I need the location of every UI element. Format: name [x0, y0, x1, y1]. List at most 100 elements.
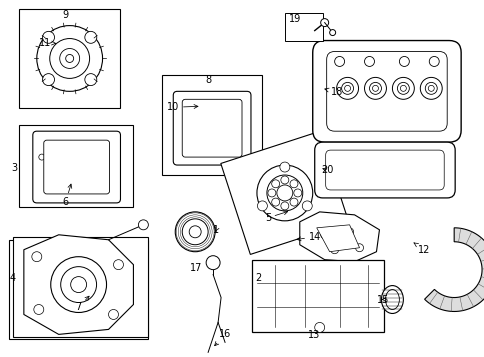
Circle shape — [271, 180, 279, 188]
Text: 3: 3 — [11, 163, 17, 173]
Circle shape — [345, 228, 353, 236]
Text: 7: 7 — [76, 296, 89, 312]
Circle shape — [257, 201, 267, 211]
Circle shape — [206, 256, 220, 270]
Text: 12: 12 — [413, 243, 430, 255]
Circle shape — [51, 257, 106, 312]
Circle shape — [320, 19, 328, 26]
Polygon shape — [424, 228, 484, 311]
Circle shape — [276, 185, 292, 201]
Circle shape — [60, 267, 96, 302]
Circle shape — [293, 189, 301, 197]
Text: 14: 14 — [296, 232, 320, 242]
Circle shape — [267, 189, 275, 197]
Bar — [19, 9, 120, 108]
Circle shape — [428, 56, 439, 66]
Bar — [19, 125, 133, 207]
Ellipse shape — [385, 290, 398, 310]
Circle shape — [175, 212, 215, 252]
Circle shape — [314, 322, 324, 332]
FancyBboxPatch shape — [326, 51, 446, 131]
Circle shape — [39, 154, 45, 160]
Circle shape — [113, 260, 123, 270]
Circle shape — [364, 77, 386, 99]
Circle shape — [334, 56, 344, 66]
Circle shape — [85, 74, 97, 86]
Circle shape — [228, 147, 235, 154]
Circle shape — [355, 244, 363, 252]
FancyBboxPatch shape — [182, 99, 242, 157]
Circle shape — [302, 201, 312, 211]
Text: 20: 20 — [321, 165, 333, 175]
Text: 18: 18 — [324, 87, 342, 97]
Circle shape — [32, 252, 42, 262]
Circle shape — [182, 219, 208, 245]
Circle shape — [266, 175, 302, 211]
Text: 11: 11 — [39, 37, 56, 47]
Text: 10: 10 — [167, 102, 197, 112]
Circle shape — [420, 77, 441, 99]
Polygon shape — [9, 240, 148, 340]
Circle shape — [43, 74, 54, 86]
FancyBboxPatch shape — [44, 140, 109, 194]
FancyBboxPatch shape — [312, 41, 460, 142]
FancyBboxPatch shape — [33, 131, 120, 203]
Circle shape — [85, 31, 97, 43]
Polygon shape — [24, 235, 133, 335]
Circle shape — [289, 198, 297, 206]
Circle shape — [138, 220, 148, 230]
Circle shape — [233, 110, 240, 117]
Circle shape — [212, 129, 227, 143]
Circle shape — [329, 30, 335, 36]
Circle shape — [344, 85, 350, 91]
FancyBboxPatch shape — [314, 142, 454, 198]
Polygon shape — [220, 131, 348, 255]
Circle shape — [50, 39, 90, 79]
FancyBboxPatch shape — [325, 150, 443, 190]
Circle shape — [271, 198, 279, 206]
Circle shape — [93, 182, 99, 188]
Bar — [284, 12, 322, 41]
Circle shape — [400, 85, 406, 91]
Circle shape — [369, 82, 381, 94]
Text: 5: 5 — [264, 211, 287, 223]
Text: 2: 2 — [254, 273, 260, 283]
Circle shape — [424, 82, 437, 94]
Circle shape — [372, 85, 378, 91]
Circle shape — [71, 277, 87, 292]
Circle shape — [34, 305, 44, 315]
Circle shape — [392, 77, 413, 99]
Circle shape — [65, 55, 74, 62]
Circle shape — [364, 56, 374, 66]
Circle shape — [341, 82, 353, 94]
Text: 9: 9 — [62, 10, 69, 20]
Circle shape — [320, 231, 328, 239]
Circle shape — [186, 145, 193, 152]
Text: 4: 4 — [10, 273, 16, 283]
Circle shape — [108, 310, 118, 320]
Circle shape — [188, 107, 195, 114]
Circle shape — [279, 162, 289, 172]
Circle shape — [257, 165, 312, 221]
Circle shape — [289, 180, 297, 188]
Circle shape — [189, 226, 201, 238]
Circle shape — [336, 77, 358, 99]
Bar — [162, 75, 261, 175]
FancyBboxPatch shape — [173, 91, 250, 165]
Text: 13: 13 — [307, 330, 319, 340]
Polygon shape — [299, 212, 378, 262]
Text: 8: 8 — [205, 75, 211, 85]
Text: 16: 16 — [214, 330, 231, 346]
Text: 1: 1 — [212, 225, 219, 235]
Polygon shape — [252, 260, 384, 332]
Circle shape — [58, 158, 86, 186]
Text: 17: 17 — [190, 263, 202, 273]
Text: 6: 6 — [62, 184, 72, 207]
Circle shape — [396, 82, 408, 94]
Polygon shape — [316, 225, 359, 252]
Circle shape — [280, 176, 288, 184]
Polygon shape — [13, 237, 148, 337]
Circle shape — [427, 85, 433, 91]
Circle shape — [205, 121, 235, 151]
Circle shape — [95, 159, 101, 165]
